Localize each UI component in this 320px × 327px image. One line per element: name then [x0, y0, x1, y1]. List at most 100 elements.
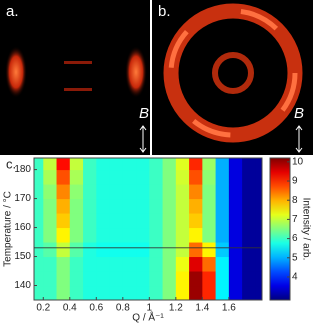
- heatmap-cell: [215, 184, 230, 200]
- heatmap-cell: [109, 242, 124, 258]
- heatmap-cell: [242, 158, 256, 171]
- heatmap-cell: [83, 198, 97, 214]
- heatmap-cell: [242, 227, 256, 243]
- y-axis-label: Temperature / °C: [3, 191, 14, 267]
- heatmap-cell: [228, 198, 243, 214]
- heatmap-cell: [96, 256, 111, 272]
- y-tick-label: 160: [14, 222, 31, 233]
- heatmap-cell: [202, 271, 217, 287]
- scattering-arc: [5, 46, 27, 98]
- heatmap-cell: [189, 242, 203, 258]
- panel-b: b. B: [152, 0, 313, 155]
- heatmap-cell: [56, 256, 71, 272]
- x-tick-label: 0.6: [89, 303, 103, 314]
- heatmap-cell: [175, 169, 190, 185]
- x-axis-label: Q / Å⁻¹: [132, 311, 164, 324]
- heatmap-cell: [69, 198, 84, 214]
- heatmap-cell: [56, 198, 71, 214]
- heatmap-cell: [122, 242, 137, 258]
- heatmap-cell: [122, 285, 137, 300]
- field-label: B: [139, 105, 149, 122]
- colorbar-tick-label: 4: [292, 272, 298, 283]
- heatmap-cell: [136, 213, 150, 229]
- heatmap-cell: [162, 285, 177, 300]
- heatmap-cell: [69, 169, 84, 185]
- heatmap-cell: [175, 285, 190, 300]
- heatmap-cell: [83, 169, 97, 185]
- heatmap-cell: [96, 227, 111, 243]
- heatmap-cell: [109, 271, 124, 287]
- heatmap-cell: [175, 271, 190, 287]
- heatmap-cell: [202, 242, 217, 258]
- field-label: B: [294, 105, 304, 122]
- heatmap-cell: [83, 256, 97, 272]
- heatmap-cell: [96, 285, 111, 300]
- heatmap-cell: [228, 158, 243, 171]
- scattering-ring: [212, 52, 254, 94]
- heatmap-cell: [43, 227, 58, 243]
- heatmap-cell: [43, 198, 58, 214]
- heatmap-cell: [215, 169, 230, 185]
- heatmap-cell: [202, 198, 217, 214]
- heatmap: [34, 158, 262, 300]
- heatmap-cell: [56, 227, 71, 243]
- heatmap-cell: [228, 227, 243, 243]
- heatmap-cell: [255, 198, 262, 214]
- heatmap-cell: [189, 184, 203, 200]
- heatmap-cell: [228, 271, 243, 287]
- heatmap-cell: [162, 169, 177, 185]
- heatmap-cell: [43, 285, 58, 300]
- x-tick-label: 1: [147, 303, 153, 314]
- heatmap-cell: [255, 213, 262, 229]
- heatmap-cell: [228, 184, 243, 200]
- colorbar-tick-label: 6: [292, 233, 298, 244]
- heatmap-cell: [122, 184, 137, 200]
- heatmap-cell: [43, 184, 58, 200]
- heatmap-cell: [83, 227, 97, 243]
- heatmap-cell: [255, 242, 262, 258]
- heatmap-cell: [43, 242, 58, 258]
- heatmap-cell: [69, 158, 84, 171]
- colorbar-tick-label: 10: [292, 156, 304, 167]
- heatmap-cell: [189, 169, 203, 185]
- heatmap-cell: [34, 227, 44, 243]
- heatmap-cell: [149, 198, 164, 214]
- heatmap-cell: [109, 256, 124, 272]
- heatmap-cell: [109, 213, 124, 229]
- heatmap-cell: [149, 158, 164, 171]
- scattering-streak: [64, 61, 92, 64]
- colorbar-label: Intensity / arb.: [300, 198, 311, 261]
- heatmap-cell: [255, 256, 262, 272]
- heatmap-cell: [162, 242, 177, 258]
- heatmap-cell: [228, 256, 243, 272]
- heatmap-cell: [56, 158, 71, 171]
- y-tick-label: 180: [14, 164, 31, 175]
- heatmap-cell: [96, 271, 111, 287]
- heatmap-cell: [96, 184, 111, 200]
- heatmap-cell: [242, 285, 256, 300]
- heatmap-cell: [34, 158, 44, 171]
- y-tick-label: 170: [14, 193, 31, 204]
- x-tick-label: 1.2: [169, 303, 183, 314]
- heatmap-cell: [69, 227, 84, 243]
- colorbar-tick-label: 5: [292, 252, 298, 263]
- heatmap-cell: [34, 213, 44, 229]
- heatmap-cell: [56, 184, 71, 200]
- heatmap-cell: [255, 227, 262, 243]
- heatmap-cell: [136, 285, 150, 300]
- heatmap-cell: [136, 169, 150, 185]
- heatmap-cell: [255, 271, 262, 287]
- heatmap-cell: [83, 242, 97, 258]
- heatmap-cell: [162, 198, 177, 214]
- heatmap-cell: [136, 256, 150, 272]
- heatmap-cell: [255, 285, 262, 300]
- heatmap-cell: [69, 285, 84, 300]
- heatmap-cell: [69, 256, 84, 272]
- heatmap-cell: [69, 213, 84, 229]
- heatmap-cell: [96, 169, 111, 185]
- heatmap-cell: [175, 256, 190, 272]
- heatmap-cell: [215, 198, 230, 214]
- heatmap-cell: [255, 158, 262, 171]
- heatmap-cell: [228, 169, 243, 185]
- heatmap-cell: [202, 169, 217, 185]
